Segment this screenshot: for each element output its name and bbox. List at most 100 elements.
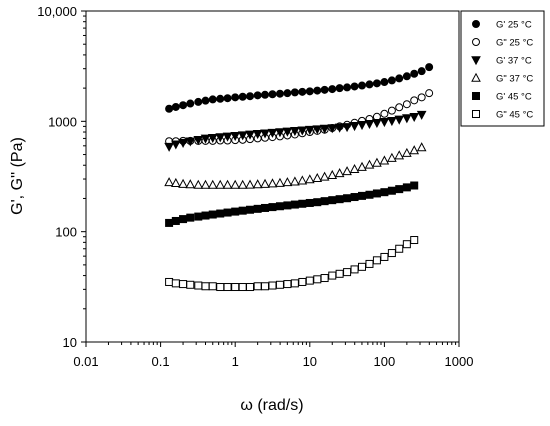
data-point bbox=[275, 280, 284, 289]
data-point bbox=[185, 137, 196, 147]
data-point bbox=[201, 282, 210, 291]
y-tick-label: 100 bbox=[55, 225, 77, 240]
data-point bbox=[290, 176, 300, 186]
legend-label: G' 45 °C bbox=[496, 92, 532, 103]
data-point bbox=[364, 119, 375, 130]
data-point bbox=[237, 131, 248, 141]
data-point bbox=[165, 104, 174, 113]
data-point bbox=[164, 177, 174, 187]
data-point bbox=[207, 179, 218, 189]
data-point bbox=[387, 249, 396, 258]
data-point bbox=[358, 262, 367, 271]
data-point bbox=[246, 205, 255, 214]
data-point bbox=[365, 190, 374, 199]
data-point bbox=[178, 138, 188, 148]
legend-label: G" 45 °C bbox=[496, 110, 533, 121]
data-point bbox=[253, 282, 262, 291]
data-point bbox=[282, 177, 293, 187]
data-point bbox=[208, 210, 217, 219]
data-point bbox=[267, 178, 278, 188]
ticks: 0.01 0.1 1 10 100 1000 10 100 1000 10,000 bbox=[37, 4, 473, 369]
series-6 bbox=[165, 236, 419, 292]
series-1 bbox=[165, 63, 434, 113]
y-tick-label: 10,000 bbox=[37, 4, 77, 19]
x-tick-label: 1 bbox=[232, 354, 239, 369]
data-point bbox=[283, 201, 292, 210]
data-point bbox=[313, 86, 322, 95]
data-point bbox=[260, 129, 270, 139]
data-point bbox=[179, 101, 188, 110]
data-point bbox=[165, 277, 174, 286]
data-point bbox=[275, 128, 285, 138]
data-point bbox=[231, 93, 240, 102]
data-point bbox=[201, 96, 210, 105]
data-point bbox=[358, 81, 367, 90]
data-point bbox=[334, 123, 345, 133]
data-point bbox=[297, 126, 308, 136]
series-3 bbox=[164, 110, 427, 152]
series-5 bbox=[165, 181, 419, 227]
data-point bbox=[230, 131, 241, 142]
data-point bbox=[402, 183, 411, 192]
data-point bbox=[193, 136, 204, 146]
data-point bbox=[380, 78, 389, 87]
data-point bbox=[305, 276, 314, 285]
data-point bbox=[246, 283, 255, 292]
data-point bbox=[222, 132, 233, 142]
legend-label: G' 37 °C bbox=[496, 56, 532, 67]
data-point bbox=[343, 268, 352, 277]
data-point bbox=[201, 211, 210, 220]
data-point bbox=[305, 87, 314, 96]
data-series bbox=[164, 63, 434, 292]
data-point bbox=[387, 186, 396, 195]
legend-marker bbox=[472, 92, 480, 100]
data-point bbox=[312, 172, 323, 183]
data-point bbox=[200, 134, 211, 144]
data-point bbox=[268, 281, 277, 290]
data-point bbox=[425, 89, 434, 98]
data-point bbox=[380, 109, 389, 118]
data-point bbox=[343, 194, 352, 203]
data-point bbox=[260, 178, 270, 188]
data-point bbox=[171, 102, 180, 111]
data-point bbox=[319, 171, 330, 181]
data-point bbox=[215, 133, 226, 143]
data-point bbox=[364, 159, 375, 169]
data-point bbox=[171, 216, 180, 225]
data-point bbox=[334, 168, 345, 178]
data-point bbox=[238, 92, 247, 101]
data-point bbox=[328, 196, 337, 205]
data-point bbox=[237, 179, 248, 189]
legend-marker bbox=[471, 72, 481, 82]
data-point bbox=[365, 80, 374, 89]
data-point bbox=[402, 147, 412, 157]
data-point bbox=[395, 244, 404, 253]
data-point bbox=[387, 152, 397, 162]
legend-box bbox=[460, 10, 545, 127]
data-point bbox=[394, 150, 405, 160]
data-point bbox=[223, 94, 232, 103]
data-point bbox=[365, 259, 374, 268]
data-point bbox=[328, 85, 337, 94]
data-point bbox=[230, 179, 241, 189]
data-point bbox=[297, 175, 308, 185]
data-point bbox=[298, 199, 307, 208]
data-point bbox=[290, 88, 299, 97]
data-point bbox=[387, 76, 396, 85]
data-point bbox=[350, 82, 359, 91]
data-point bbox=[335, 195, 344, 204]
data-point bbox=[186, 213, 195, 222]
data-point bbox=[194, 97, 203, 106]
data-point bbox=[231, 207, 240, 216]
data-point bbox=[312, 125, 323, 135]
data-point bbox=[179, 280, 188, 289]
data-point bbox=[216, 94, 225, 103]
data-point bbox=[216, 209, 225, 218]
data-point bbox=[268, 203, 277, 212]
data-point bbox=[283, 89, 292, 98]
data-point bbox=[395, 74, 404, 83]
data-point bbox=[186, 99, 195, 108]
data-point bbox=[372, 79, 381, 88]
data-point bbox=[208, 282, 217, 291]
data-point bbox=[409, 112, 420, 123]
